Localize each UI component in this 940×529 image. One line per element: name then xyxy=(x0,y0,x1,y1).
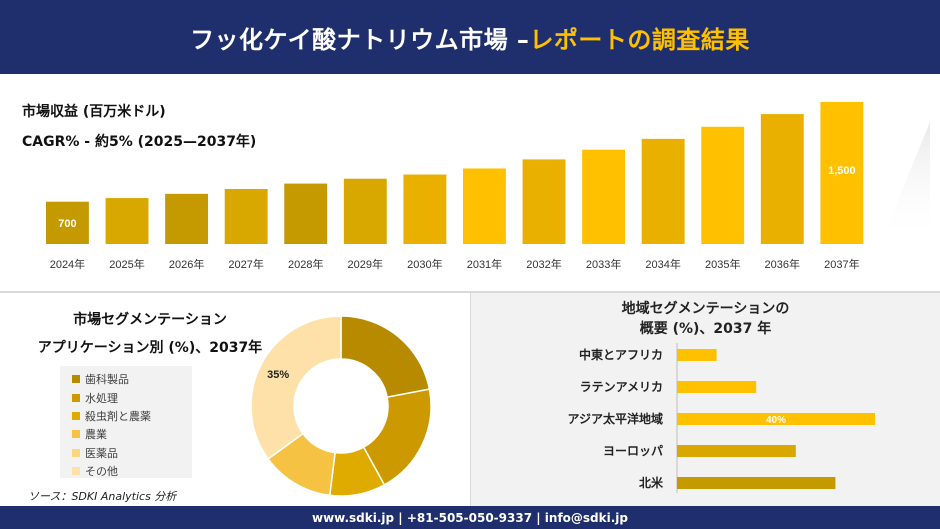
report-header: フッ化ケイ酸ナトリウム市場 –レポートの調査結果 xyxy=(0,0,940,74)
revenue-bar xyxy=(284,183,328,244)
bar-data-label: 700 xyxy=(58,218,76,230)
report-title: フッ化ケイ酸ナトリウム市場 –レポートの調査結果 xyxy=(190,20,750,55)
region-data-label: 40% xyxy=(766,415,786,426)
revenue-bar xyxy=(582,149,626,244)
legend-label: 医薬品 xyxy=(85,446,118,460)
legend-swatch xyxy=(72,448,80,457)
revenue-bar xyxy=(820,102,864,244)
legend-item: 農業 xyxy=(72,425,192,443)
region-title-line1: 地域セグメンテーションの xyxy=(621,301,790,317)
application-legend: 歯科製品水処理殺虫剤と農薬 農業医薬品その他 xyxy=(60,366,192,478)
legend-item: 医薬品 xyxy=(72,444,192,462)
region-title-line2: 概要 (%)、2037 年 xyxy=(639,321,772,337)
year-tick-label: 2026年 xyxy=(169,257,204,271)
footer-contact: www.sdki.jp | +81-505-050-9337 | info@sd… xyxy=(311,510,628,525)
year-tick-label: 2027年 xyxy=(228,257,263,271)
donut-slice xyxy=(340,315,431,399)
report-title-main: フッ化ケイ酸ナトリウム市場 – xyxy=(190,25,530,54)
donut-slice xyxy=(250,315,342,460)
region-bar xyxy=(677,413,875,425)
legend-swatch xyxy=(72,467,80,476)
legend-label: その他 xyxy=(85,465,118,479)
legend-label: 水処理 xyxy=(85,391,118,405)
footer-bar: www.sdki.jp | +81-505-050-9337 | info@sd… xyxy=(0,506,940,529)
legend-label: 農業 xyxy=(85,428,107,442)
revenue-bar xyxy=(105,198,149,244)
year-tick-label: 2024年 xyxy=(50,257,85,271)
region-category-label: ラテンアメリカ xyxy=(580,380,663,394)
region-category-label: ヨーロッパ xyxy=(603,444,663,458)
revenue-chart-panel: 市場収益 (百万米ドル) CAGR% - 約5% (2025—2037年) 20… xyxy=(0,74,940,288)
region-category-label: 北米 xyxy=(639,475,664,490)
legend-item: 歯科製品 xyxy=(72,370,192,388)
region-category-label: 中東とアフリカ xyxy=(579,347,663,362)
application-title-line2: アプリケーション別 (%)、2037年 xyxy=(37,340,263,356)
region-bar xyxy=(677,477,836,489)
year-tick-label: 2032年 xyxy=(526,257,561,271)
revenue-bar xyxy=(701,126,745,244)
year-tick-label: 2036年 xyxy=(765,257,800,271)
legend-swatch xyxy=(72,393,80,402)
application-title-line1: 市場セグメンテーション xyxy=(73,312,227,328)
revenue-bar-chart: 2024年 700 2025年 2026年 2027年 2028年 2029年 2030年 20… xyxy=(46,102,930,271)
revenue-bar xyxy=(641,138,685,244)
year-tick-label: 2025年 xyxy=(109,257,144,271)
revenue-bar xyxy=(522,159,566,244)
revenue-bar xyxy=(224,189,268,244)
region-bar xyxy=(677,349,717,361)
legend-item: 水処理 xyxy=(72,388,192,406)
revenue-label: 市場収益 (百万米ドル) xyxy=(22,104,166,120)
year-tick-label: 2035年 xyxy=(705,257,740,271)
revenue-bar xyxy=(403,174,447,244)
legend-label: 歯科製品 xyxy=(85,373,129,387)
legend-item: 殺虫剤と農薬 xyxy=(72,407,192,425)
region-bar xyxy=(677,445,796,457)
revenue-bar xyxy=(165,193,209,244)
revenue-bar xyxy=(343,178,387,244)
legend-item: その他 xyxy=(72,462,192,480)
legend-swatch xyxy=(72,411,80,420)
year-tick-label: 2028年 xyxy=(288,257,323,271)
revenue-bar xyxy=(46,201,89,244)
report-title-highlight: レポートの調査結果 xyxy=(529,25,750,54)
panel-divider xyxy=(470,293,471,506)
legend-swatch xyxy=(72,375,80,384)
revenue-bar xyxy=(760,114,804,244)
year-tick-label: 2030年 xyxy=(407,257,442,271)
legend-label: 殺虫剤と農薬 xyxy=(85,409,151,423)
region-category-label: アジア太平洋地域 xyxy=(567,411,663,426)
region-bar xyxy=(677,381,757,393)
year-tick-label: 2031年 xyxy=(467,257,502,271)
application-segment-panel: 市場セグメンテーション アプリケーション別 (%)、2037年 歯科製品水処理殺… xyxy=(0,293,470,506)
bar-data-label: 1,500 xyxy=(828,165,856,177)
year-tick-label: 2029年 xyxy=(348,257,383,271)
legend-swatch xyxy=(72,430,80,439)
section-divider xyxy=(0,291,940,293)
cagr-label: CAGR% - 約5% (2025—2037年) xyxy=(22,134,257,150)
year-tick-label: 2037年 xyxy=(824,257,859,271)
donut-data-label: 35% xyxy=(267,369,289,381)
application-donut-chart: 35% xyxy=(250,315,432,497)
revenue-bar xyxy=(463,168,506,244)
year-tick-label: 2034年 xyxy=(645,257,680,271)
year-tick-label: 2033年 xyxy=(586,257,621,271)
region-segment-panel: 地域セグメンテーションの 概要 (%)、2037 年 中東とアフリカ ラテンアメリ… xyxy=(471,293,940,506)
source-note: ソース：SDKI Analytics 分析 xyxy=(28,490,177,503)
